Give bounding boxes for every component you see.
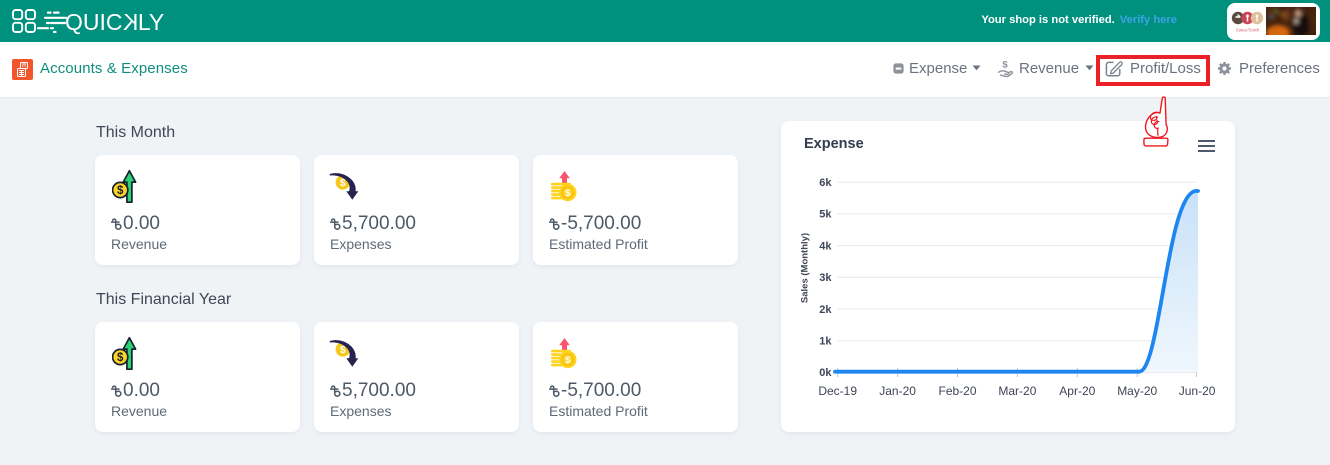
svg-text:5k: 5k bbox=[819, 209, 832, 221]
svg-text:Apr-20: Apr-20 bbox=[1059, 384, 1095, 398]
svg-text:4k: 4k bbox=[819, 240, 832, 252]
svg-text:6k: 6k bbox=[819, 177, 832, 189]
svg-text:SweeTooth: SweeTooth bbox=[1236, 28, 1260, 34]
svg-text:Jun-20: Jun-20 bbox=[1179, 384, 1216, 398]
svg-text:1k: 1k bbox=[819, 336, 832, 348]
svg-text:May-20: May-20 bbox=[1117, 384, 1157, 398]
svg-text:Mar-20: Mar-20 bbox=[998, 384, 1036, 398]
svg-text:$: $ bbox=[1002, 59, 1008, 70]
svg-text:Dec-19: Dec-19 bbox=[818, 384, 857, 398]
svg-text:Feb-20: Feb-20 bbox=[938, 384, 976, 398]
svg-text:Sales (Monthly): Sales (Monthly) bbox=[800, 233, 811, 303]
svg-text:0k: 0k bbox=[819, 367, 832, 379]
svg-text:2k: 2k bbox=[819, 304, 832, 316]
svg-text:3k: 3k bbox=[819, 272, 832, 284]
svg-text:Jan-20: Jan-20 bbox=[879, 384, 916, 398]
